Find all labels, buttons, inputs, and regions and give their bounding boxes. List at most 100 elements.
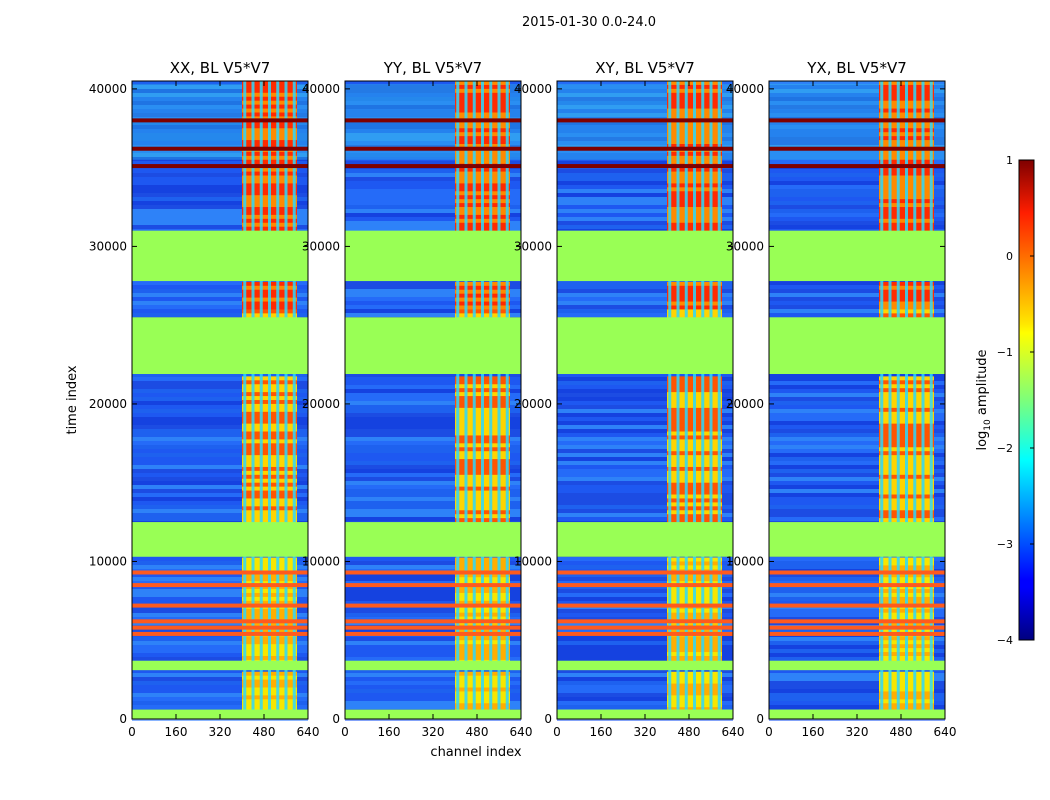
noise-row [769,149,945,153]
noise-row [769,301,945,305]
noise-row [132,121,308,125]
noise-row [132,201,308,205]
noise-row [345,445,521,449]
colorbar-gradient [1018,159,1035,641]
noise-row [132,169,308,173]
panel-1: YY, BL V5*V7 0 160 320 480 640 0 10000 20000 3000… [302,59,533,739]
bright-row [345,583,521,588]
noise-row [132,565,308,569]
bright-row [345,625,521,630]
noise-row [769,105,945,109]
noise-row [345,481,521,485]
flagged-band [557,660,733,671]
bright-row [769,146,945,151]
x-tick-label: 160 [802,725,825,739]
noise-row [769,293,945,297]
noise-row [132,685,308,689]
noise-row [557,481,733,485]
noise-row [345,89,521,93]
noise-row [132,577,308,581]
x-tick-label: 160 [165,725,188,739]
channel-stripe [276,81,280,719]
noise-row [345,433,521,437]
noise-row [557,669,733,673]
noise-row [132,417,308,421]
noise-row [132,189,308,193]
channel-stripe [709,81,713,719]
noise-row [769,169,945,173]
noise-row [132,581,308,585]
noise-row [132,477,308,481]
noise-row [132,305,308,309]
noise-row [345,609,521,613]
channel-stripe [505,81,509,719]
noise-row [132,697,308,701]
noise-row [345,405,521,409]
noise-row [345,669,521,673]
noise-row [345,505,521,509]
noise-row [345,601,521,605]
y-tick-label: 20000 [726,397,764,411]
colorbar-tick-label: −1 [997,346,1013,359]
noise-row [769,581,945,585]
y-tick-label: 0 [119,712,127,726]
noise-row [769,173,945,177]
flagged-band [769,522,945,557]
noise-row [557,437,733,441]
noise-row [769,501,945,505]
noise-row [769,305,945,309]
noise-row [769,381,945,385]
noise-row [557,597,733,601]
noise-row [345,681,521,685]
noise-row [769,217,945,221]
noise-row [769,641,945,645]
noise-row [769,177,945,181]
noise-row [769,457,945,461]
noise-row [132,97,308,101]
noise-row [769,505,945,509]
noise-row [557,593,733,597]
x-tick-label: 320 [422,725,445,739]
noise-row [557,657,733,661]
bright-row [557,164,733,169]
noise-row [132,649,308,653]
x-tick-label: 640 [934,725,957,739]
x-tick-label: 0 [341,725,349,739]
noise-row [557,429,733,433]
noise-row [769,213,945,217]
noise-row [557,673,733,677]
noise-row [769,629,945,633]
noise-row [557,289,733,293]
noise-row [769,181,945,185]
noise-row [557,589,733,593]
bright-row [132,603,308,608]
noise-row [557,613,733,617]
flagged-band [345,660,521,671]
bright-row [557,625,733,630]
noise-row [132,561,308,565]
channel-stripe [497,81,501,719]
noise-row [557,705,733,709]
noise-row [769,705,945,709]
noise-row [345,133,521,137]
noise-row [557,457,733,461]
colorbar-tick-label: −2 [997,442,1013,455]
noise-row [345,497,521,501]
y-tick-label: 0 [332,712,340,726]
channel-stripe [292,81,296,719]
noise-row [345,381,521,385]
noise-row [769,685,945,689]
noise-row [557,209,733,213]
y-tick-label: 40000 [726,82,764,96]
channel-stripe [701,81,705,719]
bright-row [769,625,945,630]
noise-row [557,153,733,157]
noise-row [769,589,945,593]
noise-row [769,609,945,613]
noise-row [557,157,733,161]
noise-row [557,189,733,193]
noise-row [345,185,521,189]
noise-row [769,137,945,141]
y-tick-label: 30000 [302,239,340,253]
noise-row [345,213,521,217]
